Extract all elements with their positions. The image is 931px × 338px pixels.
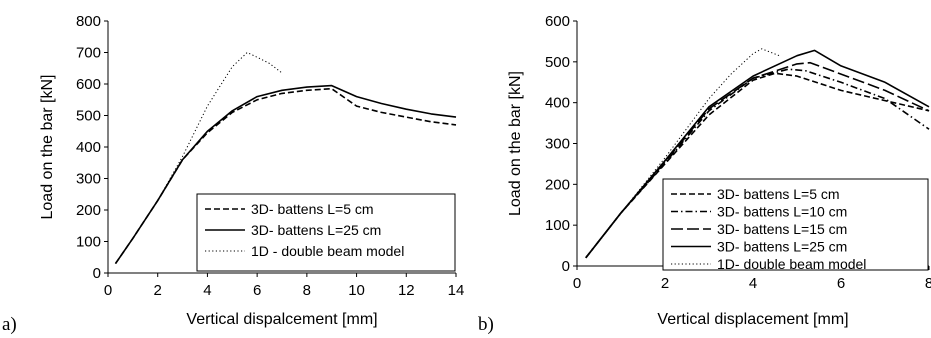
y-tick-label: 600 — [76, 76, 101, 93]
x-tick-label: 2 — [661, 275, 669, 292]
series-line — [114, 84, 457, 265]
legend-entry: 3D- battens L=5 cm — [717, 186, 840, 202]
x-tick-label: 0 — [104, 282, 112, 299]
legend-entry: 3D- battens L=5 cm — [251, 201, 374, 217]
panel-letter-a: a) — [2, 314, 17, 335]
y-tick-label: 400 — [76, 139, 101, 156]
x-tick-label: 12 — [398, 282, 415, 299]
y-tick-label: 100 — [545, 217, 570, 234]
y-tick-label: 0 — [93, 265, 101, 282]
legend-entry: 1D - double beam model — [251, 243, 404, 259]
legend-entry: 3D- battens L=10 cm — [717, 204, 847, 220]
legend-entry: 3D- battens L=25 cm — [251, 222, 381, 238]
legend-box — [196, 193, 456, 272]
y-axis-label: Load on the bar [kN] — [507, 71, 524, 216]
y-tick-label: 500 — [76, 108, 101, 125]
legend-entry: 3D- battens L=25 cm — [717, 239, 847, 255]
y-tick-label: 400 — [545, 95, 570, 112]
x-tick-label: 0 — [573, 275, 581, 292]
legend-entry: 3D- battens L=15 cm — [717, 221, 847, 237]
x-tick-label: 10 — [348, 282, 365, 299]
chart-b: b) 0 100 200 300 400 500 600 0 2 4 6 8 Vertical disp… — [478, 13, 931, 335]
x-tick-label: 6 — [253, 282, 261, 299]
x-tick-label: 4 — [749, 275, 757, 292]
series-line — [585, 48, 780, 259]
y-tick-label: 800 — [76, 13, 101, 30]
x-axis-label: Vertical displacement [mm] — [657, 311, 848, 328]
y-tick-label: 0 — [562, 258, 570, 275]
panel-letter-b: b) — [478, 314, 494, 335]
y-tick-label: 200 — [545, 176, 570, 193]
x-axis-label: Vertical dispalcement [mm] — [186, 311, 377, 328]
y-tick-label: 300 — [545, 136, 570, 153]
series-line — [585, 72, 930, 259]
y-tick-label: 600 — [545, 13, 570, 30]
x-tick-label: 6 — [837, 275, 845, 292]
series-line — [115, 52, 283, 264]
y-tick-label: 300 — [76, 171, 101, 188]
y-axis-label: Load on the bar [kN] — [39, 75, 56, 220]
y-tick-label: 500 — [545, 54, 570, 71]
y-tick-label: 100 — [76, 234, 101, 251]
series-line — [585, 49, 930, 259]
x-tick-label: 4 — [203, 282, 211, 299]
x-tick-label: 8 — [303, 282, 311, 299]
y-tick-label: 200 — [76, 202, 101, 219]
x-tick-label: 8 — [925, 275, 931, 292]
y-tick-label: 700 — [76, 45, 101, 62]
chart-a: a) 0 100 200 300 400 500 600 700 800 0 2 4 6 8 10 12 14 V… — [2, 13, 464, 335]
x-tick-label: 2 — [154, 282, 162, 299]
legend-entry: 1D- double beam model — [717, 256, 866, 272]
x-tick-label: 14 — [448, 282, 465, 299]
